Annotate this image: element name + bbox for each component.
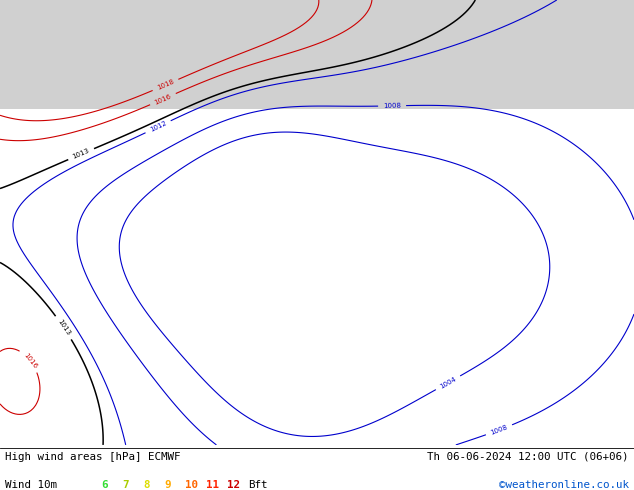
Text: 9: 9	[164, 480, 171, 490]
Text: Bft: Bft	[248, 480, 268, 490]
Text: 1012: 1012	[149, 120, 167, 133]
Text: 12: 12	[227, 480, 240, 490]
Text: 8: 8	[143, 480, 150, 490]
Text: 1004: 1004	[439, 376, 457, 390]
Text: 1008: 1008	[489, 424, 508, 436]
Text: 1018: 1018	[156, 78, 175, 91]
Text: 11: 11	[206, 480, 219, 490]
Text: 6: 6	[101, 480, 108, 490]
Text: 7: 7	[122, 480, 129, 490]
Text: 1016: 1016	[153, 93, 172, 105]
Text: Wind 10m: Wind 10m	[5, 480, 57, 490]
Text: 10: 10	[185, 480, 198, 490]
Text: Th 06-06-2024 12:00 UTC (06+06): Th 06-06-2024 12:00 UTC (06+06)	[427, 452, 629, 462]
Text: 1016: 1016	[22, 351, 38, 369]
Text: ©weatheronline.co.uk: ©weatheronline.co.uk	[499, 480, 629, 490]
Text: 1008: 1008	[383, 103, 401, 109]
Text: 1013: 1013	[72, 148, 91, 160]
Bar	[0, 0, 634, 109]
Text: 1013: 1013	[56, 318, 71, 337]
Text: High wind areas [hPa] ECMWF: High wind areas [hPa] ECMWF	[5, 452, 181, 462]
